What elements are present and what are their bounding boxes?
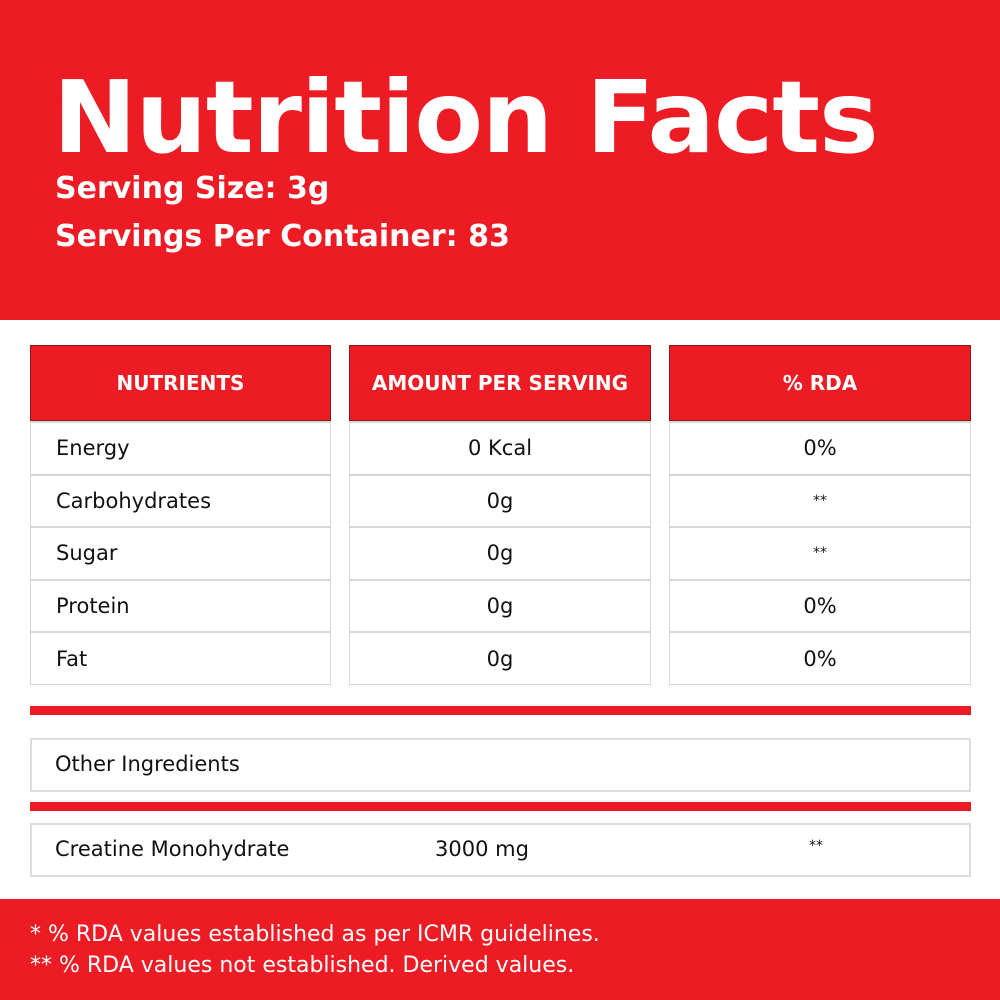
divider-bar bbox=[30, 802, 971, 811]
ingredient-rda: ** bbox=[809, 838, 823, 854]
rda-value: ** bbox=[813, 545, 827, 562]
rda-value: 0% bbox=[803, 646, 837, 671]
amount-column: AMOUNT PER SERVING 0 Kcal 0g 0g 0g 0g bbox=[349, 345, 651, 685]
rda-value: 0% bbox=[803, 594, 837, 619]
table-row: Energy bbox=[31, 421, 330, 474]
rda-value: ** bbox=[813, 492, 827, 509]
column-header-amount: AMOUNT PER SERVING bbox=[349, 345, 651, 421]
column-header-nutrients: NUTRIENTS bbox=[30, 345, 331, 421]
table-row: 0g bbox=[350, 631, 650, 684]
ingredient-row: Creatine Monohydrate 3000 mg ** bbox=[30, 823, 971, 877]
table-row: Sugar bbox=[31, 526, 330, 579]
table-row: ** bbox=[670, 473, 970, 527]
table-row: 0g bbox=[350, 526, 650, 579]
page-title: Nutrition Facts bbox=[53, 59, 879, 176]
table-row: ** bbox=[670, 526, 970, 579]
footnote-1: * % RDA values established as per ICMR g… bbox=[30, 922, 600, 947]
table-row: 0% bbox=[670, 578, 970, 632]
footnotes: * % RDA values established as per ICMR g… bbox=[0, 899, 1000, 1000]
ingredient-name: Creatine Monohydrate bbox=[55, 837, 290, 861]
ingredient-amount: 3000 mg bbox=[435, 837, 529, 861]
servings-per-container: Servings Per Container: 83 bbox=[55, 219, 510, 254]
table-row: 0 Kcal bbox=[350, 421, 650, 474]
table-row: Protein bbox=[31, 578, 330, 632]
column-header-rda: % RDA bbox=[669, 345, 971, 421]
divider-bar bbox=[30, 706, 971, 715]
other-ingredients-box: Other Ingredients bbox=[30, 738, 971, 792]
table-row: 0% bbox=[670, 631, 970, 684]
rda-value: 0% bbox=[803, 436, 837, 461]
footnote-2: ** % RDA values not established. Derived… bbox=[30, 953, 575, 978]
table-row: Fat bbox=[31, 631, 330, 684]
table-row: 0g bbox=[350, 578, 650, 632]
table-row: 0g bbox=[350, 473, 650, 527]
table-row: Carbohydrates bbox=[31, 473, 330, 527]
nutrients-column: NUTRIENTS Energy Carbohydrates Sugar Pro… bbox=[30, 345, 331, 685]
table-row: 0% bbox=[670, 421, 970, 474]
header-banner: Nutrition Facts Serving Size: 3g Serving… bbox=[0, 0, 1000, 320]
rda-column: % RDA 0% ** ** 0% 0% bbox=[669, 345, 971, 685]
serving-size: Serving Size: 3g bbox=[55, 171, 330, 206]
other-ingredients-label: Other Ingredients bbox=[55, 752, 240, 776]
